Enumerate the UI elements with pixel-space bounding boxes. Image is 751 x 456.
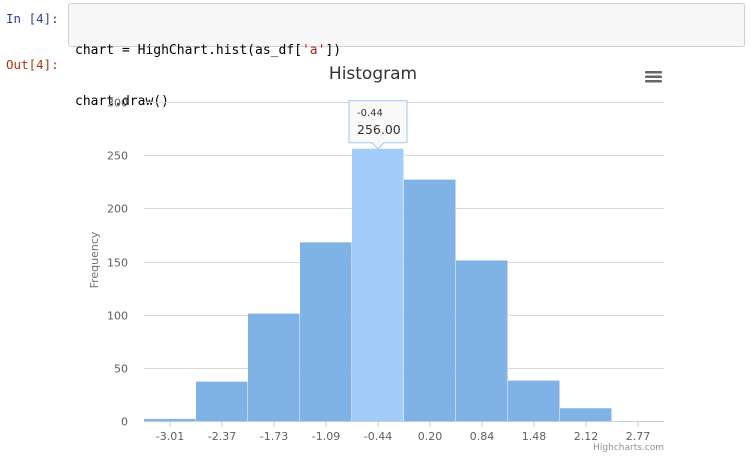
histogram-bar[interactable]: [456, 260, 508, 421]
x-tick-label: -2.37: [208, 430, 236, 443]
x-tick-label: -1.09: [312, 430, 340, 443]
histogram-bar[interactable]: [196, 381, 248, 421]
x-tick-label: -3.01: [156, 430, 184, 443]
y-tick-label: 200: [107, 203, 128, 216]
tooltip-x-value: -0.44: [357, 108, 383, 119]
code-text: ]): [325, 43, 342, 58]
code-string: 'a': [301, 43, 326, 58]
x-tick-label: 0.20: [418, 430, 443, 443]
credits-link[interactable]: Highcharts.com: [593, 443, 664, 453]
chart-title: Histogram: [329, 64, 417, 84]
histogram-bar[interactable]: [352, 148, 404, 421]
code-text: chart = HighChart.hist(as_df[: [75, 43, 302, 58]
histogram-bar[interactable]: [560, 408, 612, 421]
output-prompt: Out[4]:: [6, 57, 59, 72]
code-editor[interactable]: chart = HighChart.hist(as_df['a']) chart…: [68, 3, 745, 109]
hamburger-menu-icon[interactable]: [640, 65, 668, 87]
x-tick-label: 2.77: [626, 430, 651, 443]
input-cell: In [4]: chart = HighChart.hist(as_df['a'…: [0, 0, 751, 109]
x-tick-label: 2.12: [574, 430, 599, 443]
y-tick-label: 0: [121, 416, 128, 429]
histogram-bar[interactable]: [144, 418, 196, 421]
histogram-bar[interactable]: [300, 242, 352, 421]
input-prompt: In [4]:: [6, 11, 59, 26]
histogram-bar[interactable]: [508, 380, 560, 421]
tooltip-y-value: 256.00: [357, 122, 401, 137]
y-axis-title: Frequency: [88, 231, 101, 288]
chart-tooltip: -0.44 256.00: [348, 100, 408, 150]
y-tick-label: 50: [114, 363, 128, 376]
chart-canvas: Histogram 0 50 100 150 200 250 300 -3.01 -2.37 -…: [88, 64, 668, 453]
y-tick-label: 300: [107, 97, 128, 110]
histogram-chart: Histogram 0 50 100 150 200 250 300 -3.01 -2.37 -…: [68, 52, 751, 456]
y-tick-label: 250: [107, 150, 128, 163]
x-tick-label: 0.84: [470, 430, 495, 443]
x-tick-label: -1.73: [260, 430, 288, 443]
histogram-bar[interactable]: [404, 179, 456, 421]
histogram-bar[interactable]: [248, 313, 300, 421]
code-line-2: chart.draw(): [75, 94, 169, 109]
tooltip-box: [348, 100, 408, 150]
x-tick-label: 1.48: [522, 430, 547, 443]
y-tick-label: 150: [107, 257, 128, 270]
y-tick-label: 100: [107, 310, 128, 323]
code-line-1: chart = HighChart.hist(as_df['a']): [75, 42, 738, 59]
x-tick-label: -0.44: [364, 430, 392, 443]
